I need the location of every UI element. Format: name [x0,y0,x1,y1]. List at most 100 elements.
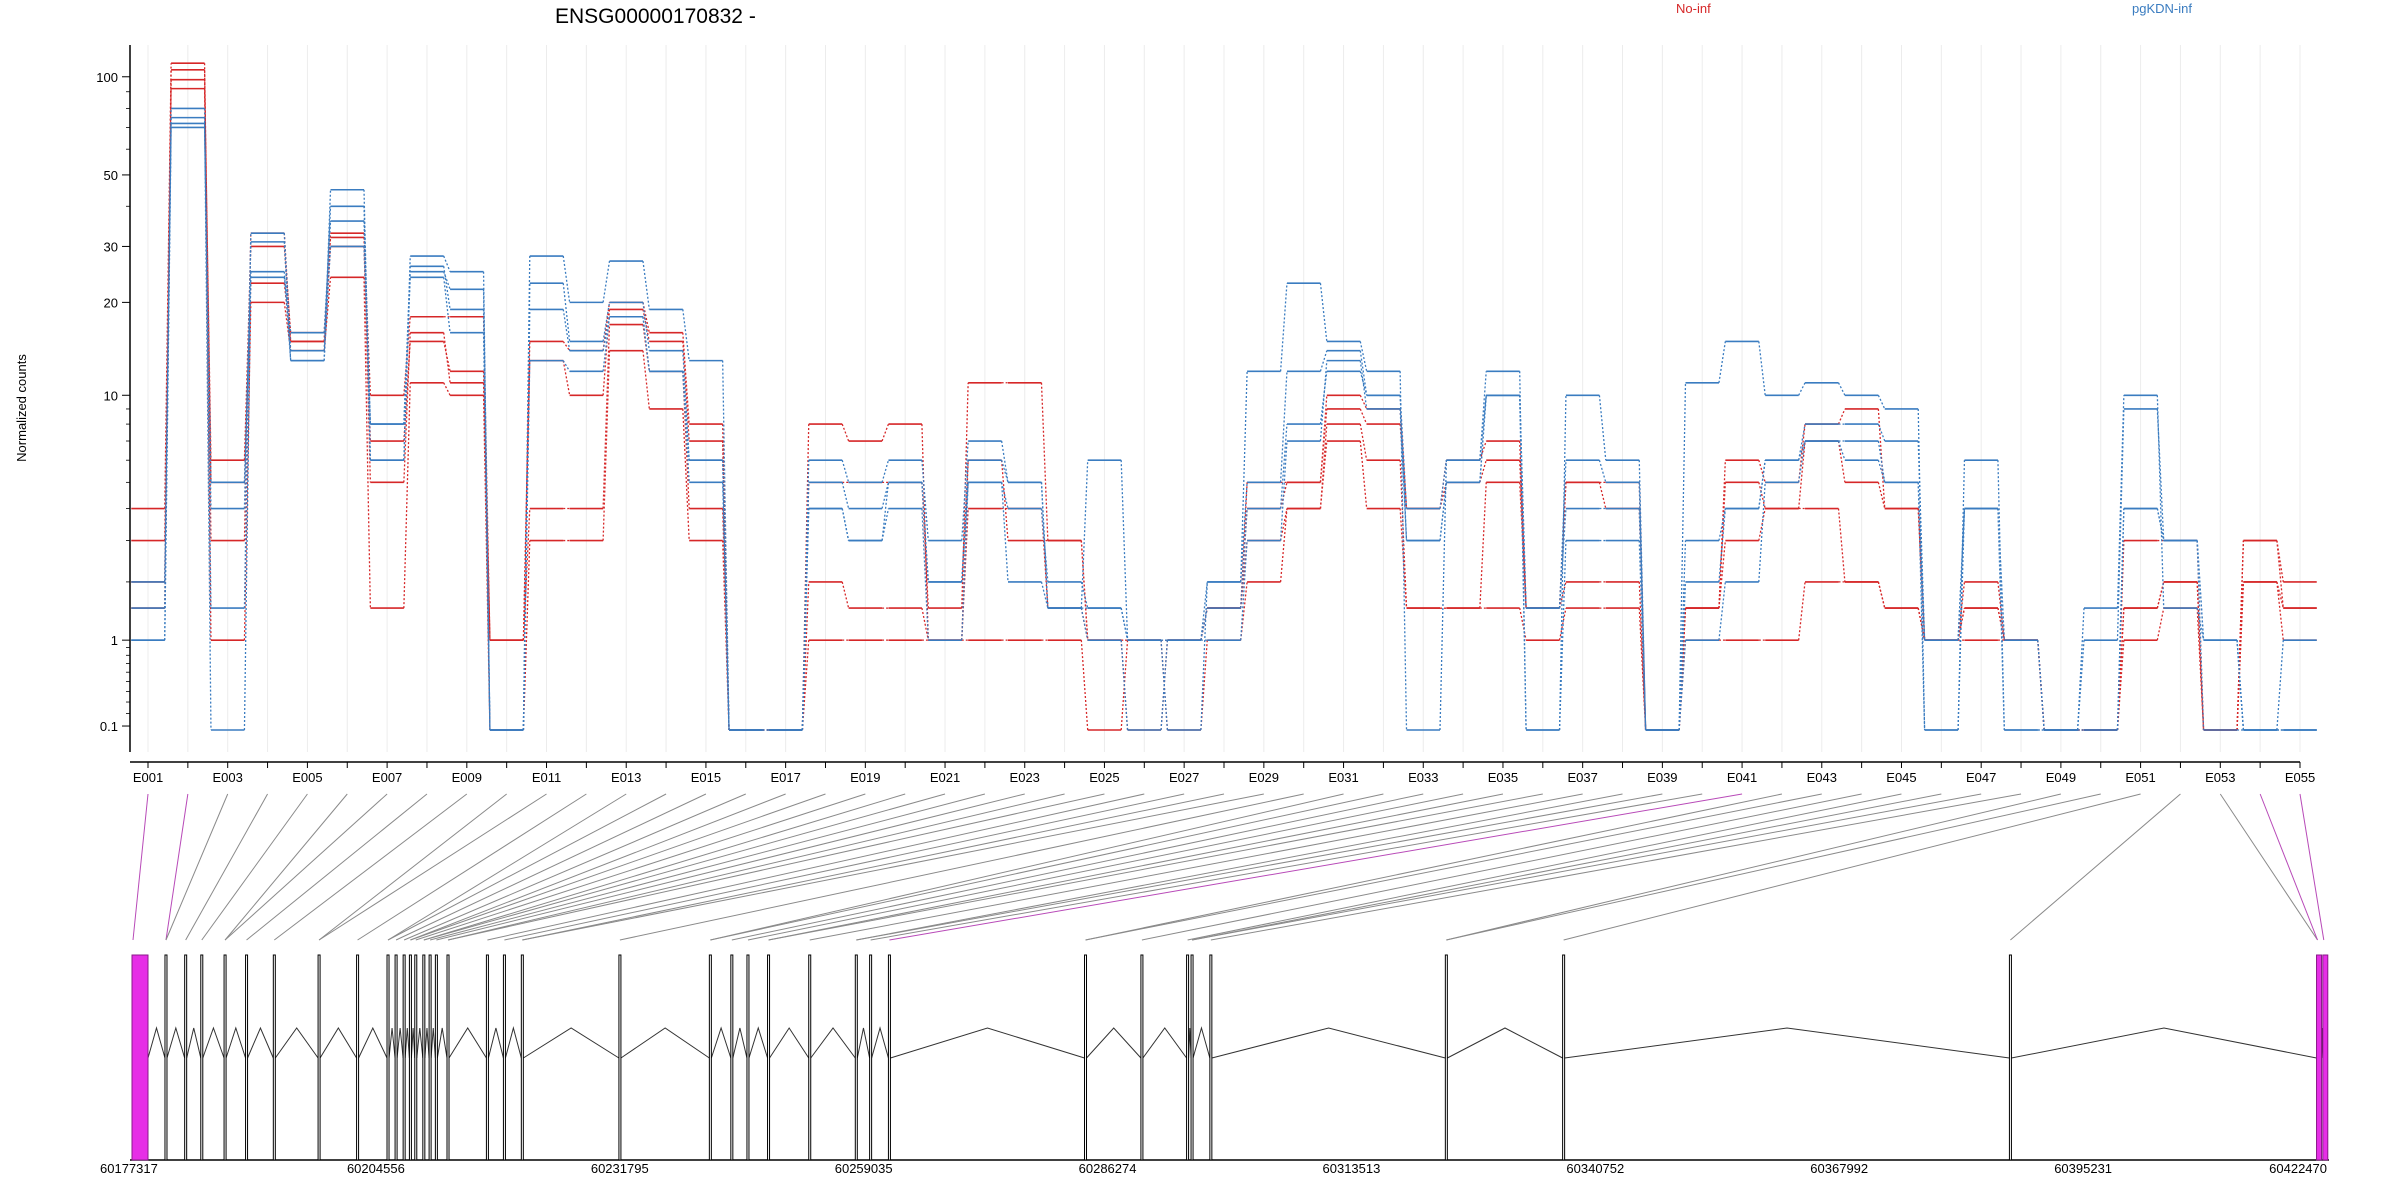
series-connector [722,460,730,731]
series-connector [1798,581,1806,641]
series-connector [2236,581,2245,731]
exon-box [854,954,858,1161]
series-connector [1718,581,1726,641]
x-tick-label: E035 [1488,770,1518,785]
series-connector [482,382,491,641]
series-connector [1479,440,1487,461]
series-connector [1758,341,1766,396]
intron [856,1027,871,1059]
x-tick-label: E007 [372,770,402,785]
exon-box [317,954,321,1161]
exon-connector [357,793,587,941]
series-connector [1798,440,1806,483]
exon-connector [423,793,946,941]
exon-connector [2010,793,2181,941]
series-connector [2276,640,2284,731]
series-connector [602,316,611,372]
series-connector [1279,508,1288,541]
series-connector [1359,408,1368,425]
series-connector [1319,371,1328,425]
exon-connector [1085,793,1822,941]
series-connector [602,260,611,303]
series-connector [443,382,451,396]
series-connector [1798,440,1806,509]
series-connector [2196,540,2205,731]
exon-connector [768,793,1543,941]
series-connector [682,309,690,361]
series-connector [2156,607,2165,641]
exon-connector [1446,793,2101,941]
series-connector [2076,608,2085,731]
series-connector [881,482,890,509]
series-connector [1000,460,1009,541]
exon-box [887,954,891,1161]
series-connector [363,277,372,609]
intron [225,1026,247,1059]
series-connector [1200,607,1208,641]
series-connector [1997,607,2005,641]
exon-box [2008,954,2012,1161]
x-tick-label: E017 [770,770,800,785]
series-connector [1957,508,1966,731]
series-connector [1758,460,1766,509]
series-connector [881,508,890,541]
y-tick-label: 50 [104,168,118,183]
exon-box [869,954,873,1161]
series-connector [1718,341,1726,383]
series-connector [2276,540,2284,583]
series-connector [1678,640,1687,731]
exon-connector [809,793,1583,941]
series-connector [1399,460,1408,609]
x-tick-label: E031 [1328,770,1358,785]
exon-box [485,954,489,1161]
series-connector [2236,640,2245,731]
series-connector [443,277,451,333]
series-connector [1240,508,1248,609]
series-connector [1240,482,1248,582]
series-connector [841,508,850,541]
exon-connector [447,793,1105,941]
exon-box [1209,954,1213,1161]
series-connector [1120,640,1129,731]
series-connector [1638,581,1647,731]
intron [732,1027,748,1059]
intron [448,1027,487,1059]
intron [358,1026,388,1059]
series-connector [642,350,650,410]
intron [388,1027,396,1059]
y-tick-label: 10 [104,388,118,403]
genomic-coord-label: 60231795 [591,1161,649,1176]
exon-connector [2259,793,2318,941]
x-tick-label: E011 [532,770,561,785]
series-connector [642,316,650,372]
exon-connector [395,793,707,941]
series-connector [562,341,571,352]
intron [710,1026,732,1059]
series-connector [642,260,650,310]
exon-box [200,954,204,1161]
exon-connector [429,793,986,941]
exon-connector [2219,793,2318,941]
series-connector [403,341,411,442]
series-connector [1040,508,1049,582]
exon-box [446,954,450,1161]
series-connector [1917,440,1926,641]
intron [147,1026,166,1059]
x-tick-label: E013 [611,770,641,785]
series-connector [1240,371,1248,582]
series-connector [443,255,451,272]
series-connector [1120,607,1129,641]
series-connector [1279,508,1288,582]
series-connector [164,123,172,582]
series-connector [2196,607,2205,641]
x-tick-label: E033 [1408,770,1438,785]
series-connector [961,482,969,582]
series-connector [1200,581,1208,641]
exon-connector [387,793,627,941]
exon-box [131,954,149,1161]
exon-box [618,954,622,1161]
exon-box [1444,954,1448,1161]
series-connector [522,341,531,641]
series-connector [1598,460,1607,483]
exon-box [272,954,276,1161]
